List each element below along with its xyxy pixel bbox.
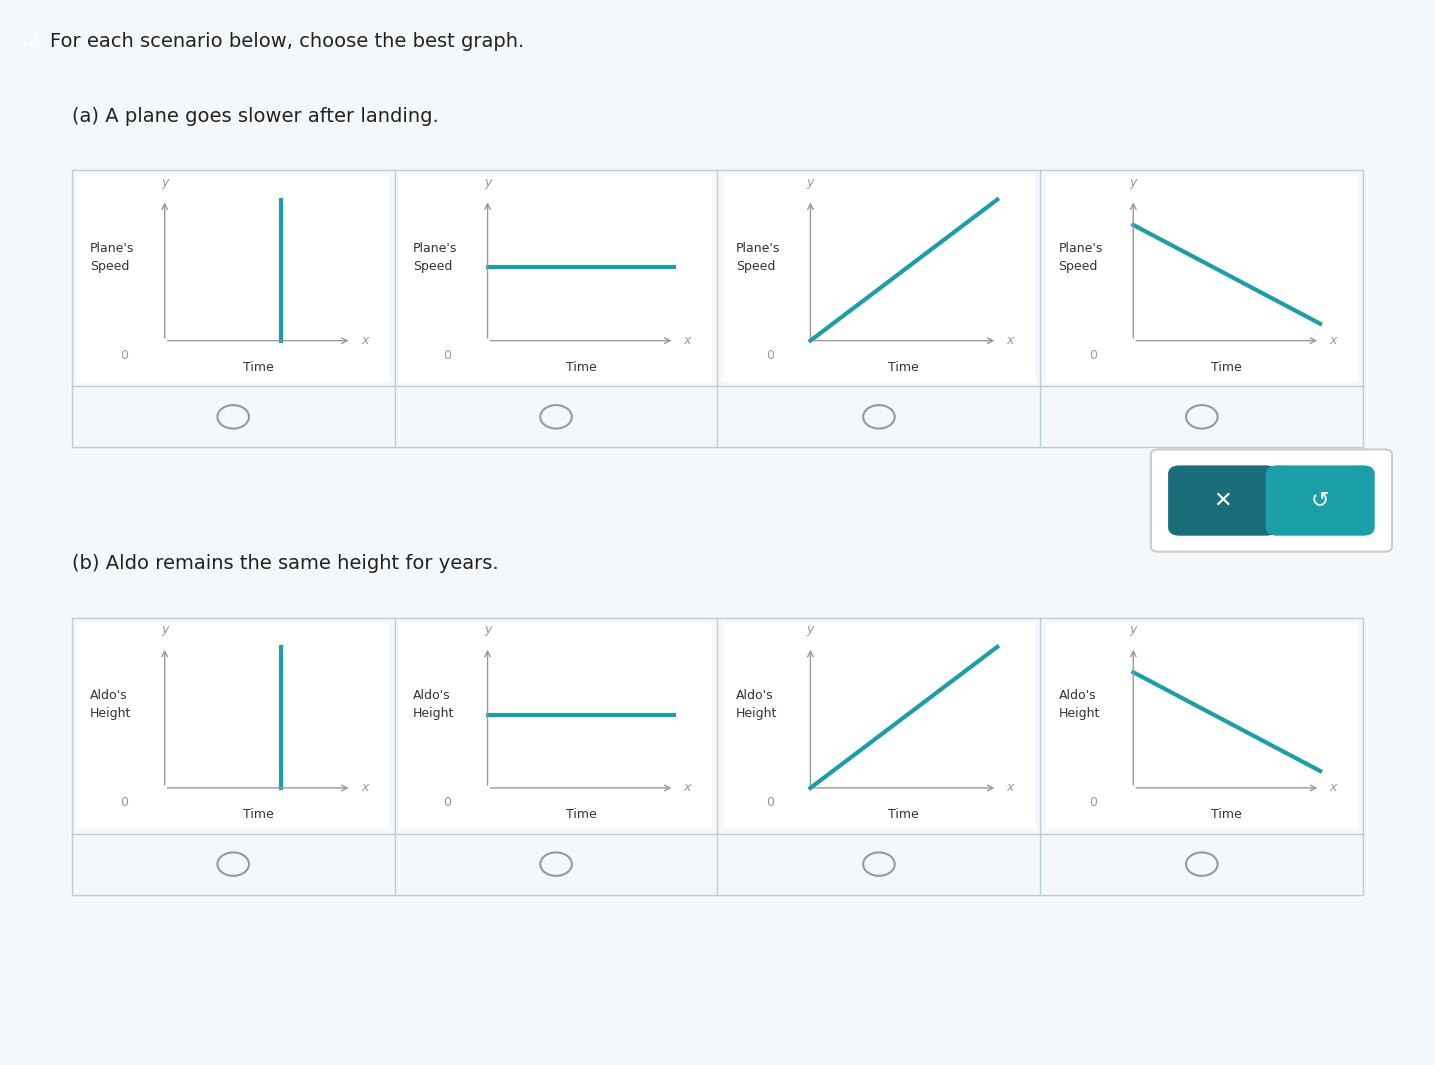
Text: Time: Time: [565, 808, 597, 821]
Text: x: x: [360, 334, 369, 347]
Text: 0: 0: [766, 796, 773, 809]
Text: Aldo's
Height: Aldo's Height: [736, 689, 778, 720]
Text: Time: Time: [888, 808, 920, 821]
Text: 0: 0: [121, 796, 128, 809]
Text: Time: Time: [565, 361, 597, 374]
Text: Plane's
Speed: Plane's Speed: [736, 242, 781, 273]
Text: Time: Time: [1211, 361, 1243, 374]
Text: 0: 0: [443, 796, 451, 809]
Text: x: x: [1006, 334, 1015, 347]
Text: x: x: [683, 782, 692, 794]
Text: x: x: [683, 334, 692, 347]
Text: Plane's
Speed: Plane's Speed: [90, 242, 135, 273]
Text: 0: 0: [1089, 796, 1096, 809]
Text: ✓: ✓: [29, 34, 40, 49]
Text: 0: 0: [443, 348, 451, 362]
Text: Plane's
Speed: Plane's Speed: [1059, 242, 1104, 273]
Text: Time: Time: [888, 361, 920, 374]
Text: y: y: [484, 623, 491, 637]
Text: Time: Time: [243, 361, 274, 374]
Text: Aldo's
Height: Aldo's Height: [1059, 689, 1101, 720]
Text: y: y: [484, 176, 491, 190]
Text: x: x: [1329, 782, 1337, 794]
Text: x: x: [360, 782, 369, 794]
Text: x: x: [1329, 334, 1337, 347]
Text: Time: Time: [243, 808, 274, 821]
Text: y: y: [161, 176, 168, 190]
Text: Plane's
Speed: Plane's Speed: [413, 242, 458, 273]
Text: y: y: [161, 623, 168, 637]
Text: y: y: [1129, 623, 1137, 637]
Text: Aldo's
Height: Aldo's Height: [90, 689, 132, 720]
Text: y: y: [1129, 176, 1137, 190]
Text: 0: 0: [1089, 348, 1096, 362]
Text: For each scenario below, choose the best graph.: For each scenario below, choose the best…: [50, 32, 524, 51]
Text: ✕: ✕: [1214, 491, 1231, 510]
Text: 0: 0: [766, 348, 773, 362]
Text: (a) A plane goes slower after landing.: (a) A plane goes slower after landing.: [72, 106, 439, 126]
Text: x: x: [1006, 782, 1015, 794]
Text: (b) Aldo remains the same height for years.: (b) Aldo remains the same height for yea…: [72, 554, 498, 573]
Text: y: y: [806, 623, 814, 637]
Text: y: y: [806, 176, 814, 190]
Text: 0: 0: [121, 348, 128, 362]
Text: Time: Time: [1211, 808, 1243, 821]
Text: ↺: ↺: [1312, 491, 1329, 510]
Text: Aldo's
Height: Aldo's Height: [413, 689, 455, 720]
